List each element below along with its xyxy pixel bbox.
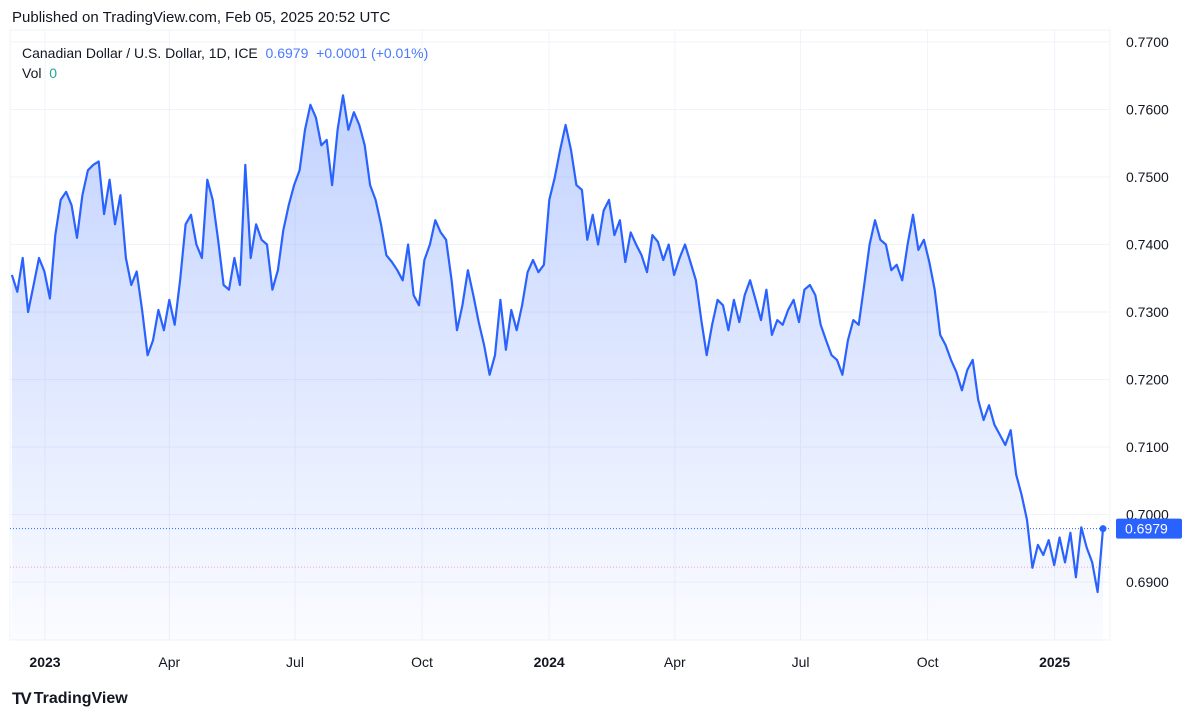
symbol-title: Canadian Dollar / U.S. Dollar, 1D, ICE: [22, 45, 258, 61]
published-caption: Published on TradingView.com, Feb 05, 20…: [12, 9, 391, 26]
vol-label: Vol: [22, 65, 42, 81]
y-tick-label: 0.7200: [1126, 372, 1169, 388]
y-tick-label: 0.7100: [1126, 439, 1169, 455]
logo-text: TradingView: [33, 690, 128, 707]
y-tick-label: 0.7000: [1126, 507, 1169, 523]
x-tick-label: 2024: [534, 654, 565, 670]
last-price-tag-label: 0.6979: [1125, 521, 1168, 537]
y-tick-label: 0.7600: [1126, 102, 1169, 118]
y-tick-label: 0.7400: [1126, 237, 1169, 253]
y-tick-label: 0.7300: [1126, 304, 1169, 320]
price-change: +0.0001 (+0.01%): [316, 45, 429, 61]
y-tick-label: 0.7700: [1126, 34, 1169, 50]
x-tick-label: Oct: [917, 654, 939, 670]
x-tick-label: Jul: [286, 654, 304, 670]
tradingview-logo[interactable]: TV TradingView: [12, 689, 128, 709]
x-tick-label: Apr: [158, 654, 180, 670]
last-price: 0.6979: [265, 45, 309, 61]
vol-value: 0: [49, 65, 58, 81]
price-area-fill: [11, 95, 1104, 641]
x-tick-label: Apr: [664, 654, 686, 670]
y-tick-label: 0.6900: [1126, 574, 1169, 590]
x-tick-label: Jul: [792, 654, 810, 670]
x-tick-label: 2023: [29, 654, 60, 670]
price-line: [10, 94, 1105, 594]
chart-legend: Canadian Dollar / U.S. Dollar, 1D, ICE 0…: [22, 43, 428, 83]
x-tick-label: 2025: [1039, 654, 1070, 670]
x-tick-label: Oct: [411, 654, 433, 670]
last-price-tag: [1116, 518, 1182, 539]
last-price-dot: [1099, 525, 1107, 533]
tradingview-logo-icon: TV: [12, 689, 32, 708]
y-tick-label: 0.7500: [1126, 169, 1169, 185]
